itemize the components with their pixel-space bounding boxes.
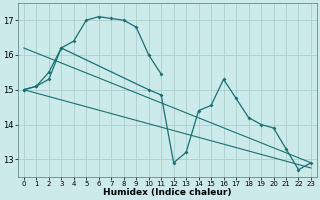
X-axis label: Humidex (Indice chaleur): Humidex (Indice chaleur) bbox=[103, 188, 232, 197]
